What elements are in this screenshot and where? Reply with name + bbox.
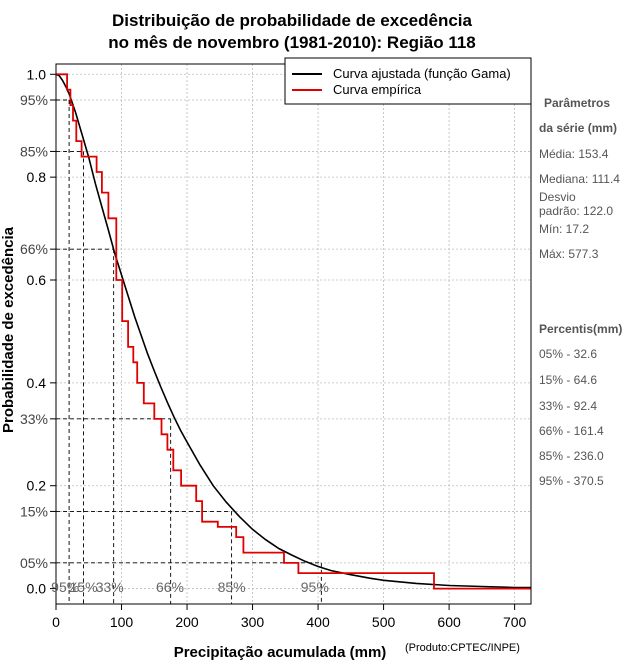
chart-title-line-1: Distribuição de probabilidade de excedên… [112, 11, 472, 30]
param-mediana: Mediana: 111.4 [539, 172, 620, 186]
percentil-15: 15% - 64.6 [539, 373, 597, 387]
x-tick-label-400: 400 [306, 614, 330, 630]
bottom-percent-labels: 95%15%33% 66% 85% 95% [51, 579, 329, 595]
y-tick-label-5: 1.0 [27, 66, 47, 82]
percentil-05: 05% - 32.6 [539, 347, 597, 361]
legend-label-fitted: Curva ajustada (função Gama) [333, 66, 511, 81]
y-axis-percent-ticks: 05% 15% 33% 66% 85% 95% [20, 92, 56, 571]
legend-label-empirical: Curva empírica [333, 82, 422, 97]
x-tick-label-100: 100 [110, 614, 134, 630]
param-media: Média: 153.4 [539, 147, 609, 161]
x-tick-label-500: 500 [372, 614, 396, 630]
y-pct-tick-label-5: 95% [20, 92, 48, 108]
side-panel: Parâmetros da série (mm) Média: 153.4 Me… [539, 96, 622, 488]
series-line-empirical [56, 73, 531, 590]
y-axis-ticks: 0.0 0.2 0.4 0.6 0.8 1.0 [27, 66, 56, 597]
y-tick-label-0: 0.0 [27, 581, 47, 597]
series-line-fitted-gamma [55, 73, 531, 589]
bottom-pct-label-1: 15% [70, 579, 98, 595]
y-pct-tick-label-3: 66% [20, 241, 48, 257]
percentil-66: 66% - 161.4 [539, 424, 604, 438]
percentis-heading: Percentis(mm) [539, 322, 622, 336]
bottom-pct-label-0: 95% [51, 579, 79, 595]
params-heading-line-2: da série (mm) [539, 121, 617, 135]
params-heading-line-1: Parâmetros [544, 96, 610, 110]
y-tick-label-4: 0.8 [27, 169, 47, 185]
bottom-pct-label-2: 33% [96, 579, 124, 595]
y-pct-tick-label-1: 15% [20, 503, 48, 519]
bottom-pct-label-3: 66% [156, 579, 184, 595]
param-desvio-line-1: Desvio [539, 190, 576, 204]
x-tick-label-600: 600 [437, 614, 461, 630]
x-axis-label: Precipitação acumulada (mm) [174, 644, 387, 660]
percentil-95: 95% - 370.5 [539, 474, 604, 488]
percentil-85: 85% - 236.0 [539, 449, 604, 463]
y-pct-tick-label-2: 33% [20, 411, 48, 427]
y-pct-tick-label-4: 85% [20, 143, 48, 159]
y-tick-label-2: 0.4 [27, 375, 47, 391]
product-credit: (Produto:CPTEC/INPE) [405, 642, 520, 654]
param-max: Máx: 577.3 [539, 247, 599, 261]
param-desvio-line-2: padrão: 122.0 [539, 204, 613, 218]
x-tick-label-300: 300 [241, 614, 265, 630]
x-tick-label-0: 0 [52, 614, 60, 630]
legend-box [284, 57, 532, 105]
bottom-pct-label-5: 95% [301, 579, 329, 595]
x-axis-ticks: 0 100 200 300 400 500 600 700 [52, 604, 527, 630]
percentile-reference-lines [56, 99, 322, 604]
y-axis-label: Probabilidade de excedência [0, 226, 17, 433]
percentil-33: 33% - 92.4 [539, 399, 597, 413]
chart-title-line-2: no mês de novembro (1981-2010): Região 1… [108, 33, 476, 52]
param-min: Mín: 17.2 [539, 222, 589, 236]
bottom-pct-label-4: 85% [218, 579, 246, 595]
x-tick-label-700: 700 [503, 614, 527, 630]
y-tick-label-3: 0.6 [27, 272, 47, 288]
y-pct-tick-label-0: 05% [20, 555, 48, 571]
legend: Curva ajustada (função Gama) Curva empír… [284, 57, 532, 105]
y-tick-label-1: 0.2 [27, 478, 47, 494]
x-tick-label-200: 200 [175, 614, 199, 630]
